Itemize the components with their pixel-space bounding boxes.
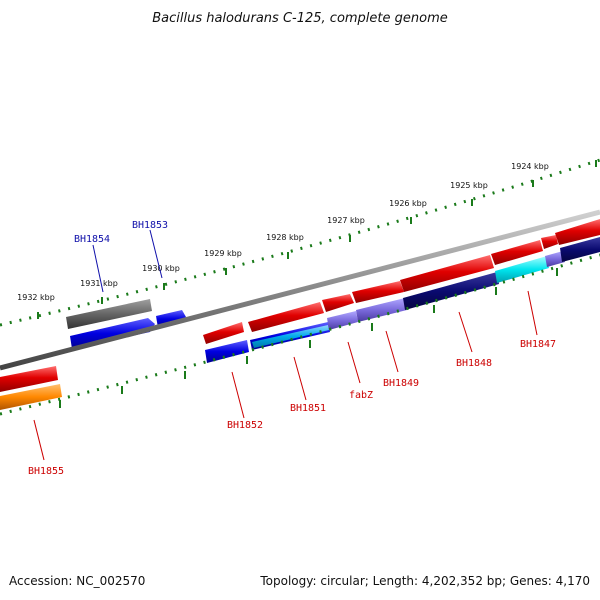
gene-bh1847[interactable] — [545, 251, 565, 267]
kbp-label: 1932 kbp — [17, 293, 55, 302]
gene-bh1851-cyan[interactable] — [252, 325, 329, 348]
gene-label[interactable]: BH1855 — [28, 466, 64, 477]
lower-major-ticks — [59, 268, 558, 408]
kbp-label: 1924 kbp — [511, 162, 549, 171]
gene-label[interactable]: BH1854 — [74, 234, 110, 245]
gene-labels: BH1854 BH1853 BH1855 BH1852 BH1851 fabZ … — [28, 220, 556, 477]
gene-bh1847-navy[interactable] — [560, 237, 600, 262]
kbp-label: 1931 kbp — [80, 279, 118, 288]
map-title: Bacillus halodurans C-125, complete geno… — [152, 11, 448, 26]
gene-red-arrow[interactable] — [491, 240, 543, 265]
leader-lines — [33, 229, 538, 461]
gene-label[interactable]: BH1851 — [290, 403, 326, 414]
gene-bh1851-red[interactable] — [248, 302, 324, 332]
gene-label[interactable]: BH1852 — [227, 420, 263, 431]
gene-bh1849[interactable] — [356, 298, 407, 322]
accession-text: Accession: NC_002570 — [9, 574, 146, 588]
gene-label[interactable]: BH1848 — [456, 358, 492, 369]
gene-bh1848-cyan[interactable] — [495, 256, 549, 283]
kbp-label: 1928 kbp — [266, 233, 304, 242]
lower-strand-genes — [0, 219, 600, 410]
kbp-label: 1930 kbp — [142, 264, 180, 273]
gene-red-arrow[interactable] — [352, 281, 404, 303]
gene-bh1855[interactable] — [0, 384, 62, 410]
kbp-label: 1927 kbp — [327, 216, 365, 225]
kbp-label: 1926 kbp — [389, 199, 427, 208]
gene-red-arrow[interactable] — [322, 294, 354, 312]
gene-red-arrow[interactable] — [400, 255, 494, 292]
gene-red-arrow[interactable] — [541, 235, 558, 249]
gene-bh1848[interactable] — [403, 272, 499, 310]
gene-bh1852[interactable] — [205, 340, 249, 363]
gene-label[interactable]: BH1849 — [383, 378, 419, 389]
genome-backbone — [0, 209, 600, 371]
kbp-labels: 1932 kbp 1931 kbp 1930 kbp 1929 kbp 1928… — [17, 162, 549, 302]
gene-label[interactable]: BH1847 — [520, 339, 556, 350]
gene-fabz[interactable] — [327, 311, 358, 330]
gene-bh1852-red[interactable] — [203, 322, 244, 344]
gene-label[interactable]: BH1853 — [132, 220, 168, 231]
upper-major-ticks — [37, 160, 597, 319]
gene-label[interactable]: fabZ — [349, 390, 373, 401]
topology-text: Topology: circular; Length: 4,202,352 bp… — [260, 574, 590, 588]
gene-bh1855-red[interactable] — [0, 366, 58, 392]
kbp-label: 1925 kbp — [450, 181, 488, 190]
gene-red-arrow[interactable] — [555, 219, 600, 245]
gene-bh1854[interactable] — [66, 299, 152, 329]
kbp-label: 1929 kbp — [204, 249, 242, 258]
gene-bh1853-blue[interactable] — [70, 318, 155, 349]
